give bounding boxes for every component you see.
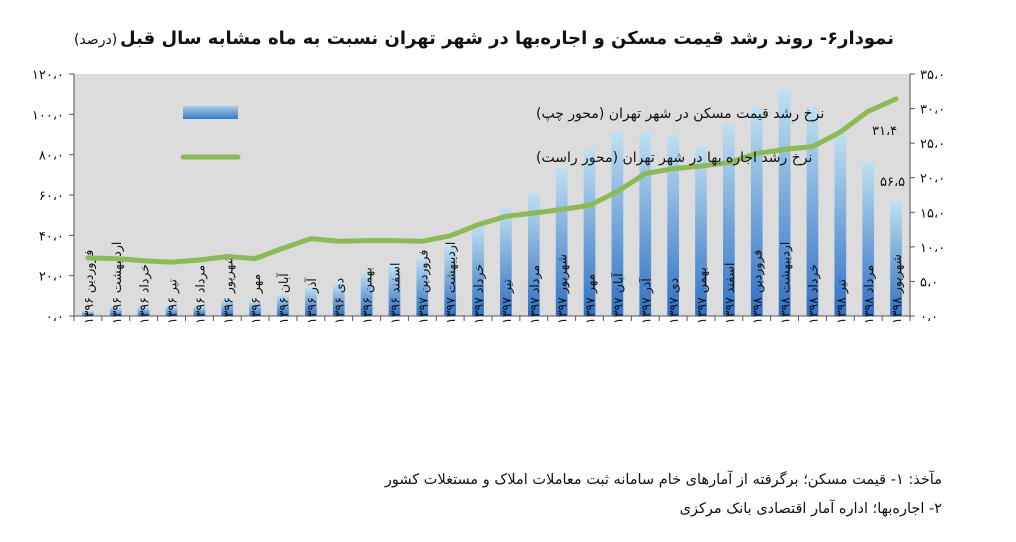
right-tick-label: ۲۰،۰	[920, 172, 945, 187]
x-tick-label: آذر ۱۳۹۶	[304, 278, 320, 324]
right-tick-label: ۱۰،۰	[920, 241, 945, 256]
source-line-1: مآخذ: ۱- قیمت مسکن؛ برگرفته از آمارهای خ…	[384, 472, 942, 488]
x-tick-label: آبان ۱۳۹۷	[610, 273, 625, 324]
right-tick-label: ۳۵،۰	[920, 68, 945, 83]
x-tick-label: مرداد ۱۳۹۶	[192, 265, 208, 324]
bar	[834, 133, 847, 316]
bar	[890, 202, 902, 316]
left-tick-label: ۸۰،۰	[39, 149, 64, 164]
x-tick-label: اردیبهشت ۱۳۹۶	[109, 242, 125, 324]
x-tick-label: اسفند ۱۳۹۶	[387, 263, 402, 324]
bar	[277, 294, 289, 316]
legend: نرخ رشد قیمت مسکن در شهر تهران (محور چپ)…	[180, 106, 824, 166]
chart-svg: ۰،۰ ۲۰،۰ ۴۰،۰ ۶۰،۰ ۸۰،۰ ۱۰۰،۰ ۱۲۰،۰ ۰،۰ ۵،۰ ۱۰،۰…	[32, 68, 945, 325]
bar	[723, 123, 735, 317]
x-tick-label: مرداد ۱۳۹۷	[527, 265, 543, 324]
bar	[416, 257, 429, 316]
left-tick-label: ۱۰۰،۰	[32, 108, 64, 123]
right-tick-label: ۲۵،۰	[920, 137, 945, 152]
right-tick-label: ۵،۰	[920, 275, 938, 290]
x-tick-label: خرداد ۱۳۹۶	[137, 264, 153, 324]
bar	[444, 246, 457, 316]
bar	[695, 146, 707, 316]
x-tick-label: تیر ۱۳۹۸	[833, 278, 849, 324]
x-tick-label: تیر ۱۳۹۷	[499, 278, 515, 324]
x-tick-label: بهمن ۱۳۹۷	[694, 267, 710, 324]
bar	[639, 132, 652, 316]
left-tick-label: ۶۰،۰	[39, 189, 64, 204]
bar	[332, 283, 345, 316]
chart-title: نمودار۶- روند رشد قیمت مسکن و اجاره‌بها …	[120, 28, 894, 49]
source-note: مآخذ: ۱- قیمت مسکن؛ برگرفته از آمارهای خ…	[385, 466, 942, 524]
x-tick-label: دی ۱۳۹۶	[332, 278, 347, 324]
bar	[555, 167, 568, 316]
bar	[137, 306, 150, 316]
x-tick-label: شهریور ۱۳۹۷	[555, 254, 571, 324]
bar	[611, 132, 624, 316]
x-tick-label: شهریور ۱۳۹۶	[220, 254, 236, 324]
x-tick-label: فروردین ۱۳۹۶	[81, 250, 97, 324]
bar	[862, 162, 875, 316]
x-tick-label: آذر ۱۳۹۷	[638, 278, 654, 324]
x-tick-label: مهر ۱۳۹۷	[583, 274, 599, 324]
bar	[109, 306, 122, 316]
bar	[778, 91, 791, 317]
bar	[472, 224, 484, 316]
right-tick-label: ۳۰،۰	[920, 103, 945, 118]
x-tick-label: دی ۱۳۹۷	[666, 278, 681, 324]
bar-data-label: ۵۶،۵	[880, 175, 905, 190]
legend-line-label: نرخ رشد اجاره بها در شهر تهران (محور راس…	[536, 150, 812, 166]
bar	[249, 300, 261, 316]
left-tick-label: ۲۰،۰	[39, 270, 64, 285]
bar	[305, 287, 317, 316]
right-tick-label: ۰،۰	[920, 310, 938, 325]
bar	[806, 107, 819, 317]
bar	[193, 305, 206, 316]
x-tick-label: مهر ۱۳۹۶	[248, 274, 264, 324]
x-tick-label: تیر ۱۳۹۶	[165, 278, 181, 324]
x-tick-label: فروردین ۱۳۹۷	[415, 250, 431, 324]
bar	[165, 305, 178, 316]
rent-growth-line	[85, 96, 899, 265]
x-tick-label: خرداد ۱۳۹۸	[805, 264, 821, 324]
left-tick-label: ۴۰،۰	[39, 229, 64, 244]
line-data-label: ۳۱،۴	[872, 124, 897, 139]
source-line-2: ۲- اجاره‌بها؛ اداره آمار اقتصادی بانک مر…	[679, 501, 942, 517]
left-tick-label: ۰،۰	[46, 310, 64, 325]
x-tick-label: آبان ۱۳۹۶	[276, 273, 291, 324]
x-tick-label: مرداد ۱۳۹۸	[861, 265, 877, 324]
x-tick-label: شهریور ۱۳۹۸	[889, 254, 905, 324]
x-tick-label: فروردین ۱۳۹۸	[750, 250, 766, 324]
left-tick-label: ۱۲۰،۰	[32, 68, 64, 83]
bar	[388, 265, 401, 316]
unit-label: (درصد)	[74, 32, 118, 48]
bar	[221, 299, 234, 316]
bar	[583, 149, 596, 316]
right-tick-label: ۱۵،۰	[920, 206, 945, 221]
bar	[750, 107, 763, 317]
legend-bar-swatch	[183, 106, 238, 119]
x-tick-label: اردیبهشت ۱۳۹۷	[443, 242, 459, 324]
x-tick-label: بهمن ۱۳۹۶	[360, 267, 376, 324]
bar	[667, 134, 679, 316]
bar	[500, 208, 512, 316]
x-tick-label: اسفند ۱۳۹۷	[722, 263, 737, 324]
legend-bar-label: نرخ رشد قیمت مسکن در شهر تهران (محور چپ)	[536, 106, 824, 122]
x-tick-label: خرداد ۱۳۹۷	[471, 264, 487, 324]
bar	[527, 192, 540, 316]
x-tick-label: اردیبهشت ۱۳۹۸	[778, 242, 794, 324]
bar	[360, 272, 373, 316]
bar	[82, 310, 94, 316]
